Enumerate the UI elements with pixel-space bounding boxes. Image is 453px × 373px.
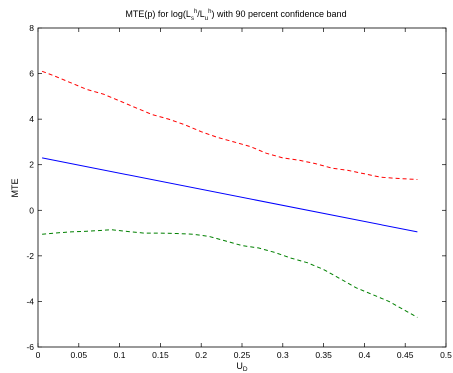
x-tick-label: 0.45 bbox=[397, 350, 414, 360]
x-axis-label: UD bbox=[236, 361, 248, 373]
x-tick-label: 0.15 bbox=[152, 350, 169, 360]
x-tick-label: 0.2 bbox=[195, 350, 207, 360]
x-tick-label: 0.25 bbox=[234, 350, 251, 360]
x-tick-label: 0.1 bbox=[114, 350, 126, 360]
x-tick-label: 0.35 bbox=[315, 350, 332, 360]
chart-title: MTE(p) for log(Lsh/Luh) with 90 percent … bbox=[125, 9, 346, 22]
x-tick-label: 0.4 bbox=[358, 350, 370, 360]
x-axis-ticks: 0 0.05 0.1 0.15 0.2 0.25 0.3 0.35 0.4 0.45 0.5 bbox=[36, 28, 452, 360]
x-tick-label: 0.3 bbox=[277, 350, 289, 360]
series-layer bbox=[41, 70, 418, 318]
y-tick-label: -4 bbox=[26, 296, 34, 306]
y-tick-label: 2 bbox=[29, 160, 34, 170]
x-tick-label: 0 bbox=[36, 350, 41, 360]
y-tick-label: 0 bbox=[29, 205, 34, 215]
series-line-2 bbox=[41, 70, 418, 180]
series-line-1 bbox=[42, 157, 418, 233]
y-tick-label: -2 bbox=[26, 251, 34, 261]
y-tick-label: -6 bbox=[26, 342, 34, 352]
y-tick-label: 6 bbox=[29, 69, 34, 79]
series-line-3 bbox=[42, 229, 418, 318]
y-axis-label: MTE bbox=[10, 179, 20, 198]
plot-area bbox=[37, 27, 447, 348]
y-tick-label: 4 bbox=[29, 114, 34, 124]
x-tick-label: 0.5 bbox=[440, 350, 452, 360]
y-tick-label: 8 bbox=[29, 23, 34, 33]
x-tick-label: 0.05 bbox=[71, 350, 88, 360]
y-axis-ticks: -6 -4 -2 0 2 4 6 8 bbox=[26, 23, 446, 352]
